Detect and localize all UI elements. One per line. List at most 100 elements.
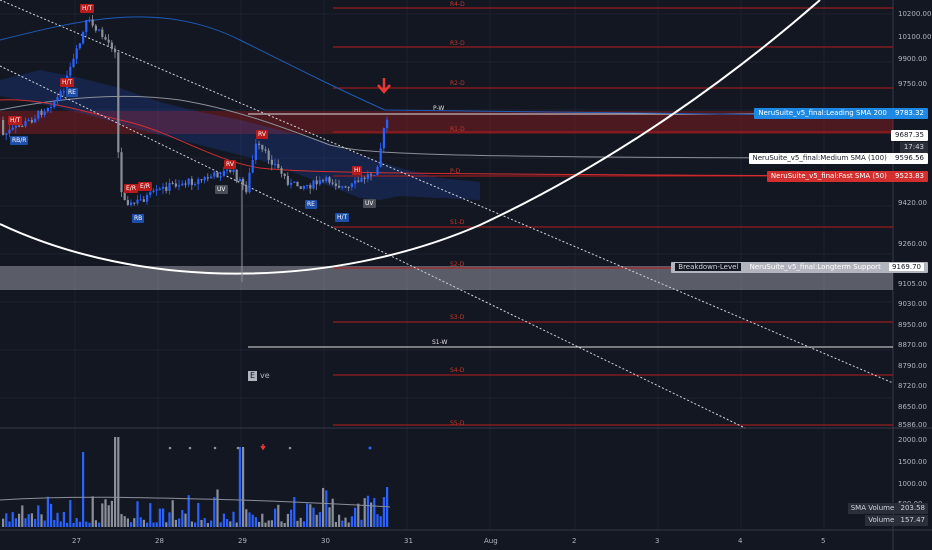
marker-rv[interactable]: RV (224, 160, 236, 169)
volume-bar[interactable] (274, 508, 277, 527)
candle-body[interactable] (56, 97, 59, 102)
candle-body[interactable] (94, 25, 97, 31)
candle-body[interactable] (146, 195, 149, 202)
candle-body[interactable] (344, 186, 347, 188)
candle-body[interactable] (120, 152, 123, 193)
volume-bar[interactable] (27, 514, 30, 527)
candle-body[interactable] (174, 183, 177, 187)
candle-body[interactable] (98, 29, 101, 31)
candle-body[interactable] (184, 183, 187, 185)
volume-bar[interactable] (91, 496, 94, 527)
volume-bar[interactable] (187, 495, 190, 527)
candle-body[interactable] (299, 186, 302, 189)
volume-bar[interactable] (72, 522, 75, 527)
candle-body[interactable] (280, 168, 283, 174)
candle-body[interactable] (136, 199, 139, 204)
volume-bar[interactable] (117, 437, 120, 527)
candle-body[interactable] (213, 172, 216, 177)
candle-body[interactable] (366, 174, 369, 179)
candle-body[interactable] (78, 43, 81, 49)
candle-body[interactable] (286, 176, 289, 185)
volume-bar[interactable] (379, 516, 382, 527)
volume-bar[interactable] (107, 505, 110, 527)
volume-bar[interactable] (46, 496, 49, 527)
volume-bar[interactable] (318, 512, 321, 527)
candle-body[interactable] (229, 169, 232, 172)
candle-body[interactable] (133, 202, 136, 204)
volume-bar[interactable] (168, 512, 171, 527)
volume-bar[interactable] (78, 521, 81, 527)
volume-bar[interactable] (43, 520, 46, 527)
candle-body[interactable] (210, 176, 213, 179)
candle-body[interactable] (331, 182, 334, 184)
candle-body[interactable] (274, 164, 277, 166)
candle-body[interactable] (245, 185, 248, 193)
candle-body[interactable] (194, 184, 197, 186)
candle-body[interactable] (43, 111, 46, 115)
candle-body[interactable] (376, 166, 379, 176)
volume-bar[interactable] (181, 510, 184, 527)
volume-bar[interactable] (357, 503, 360, 527)
candle-body[interactable] (360, 177, 363, 182)
candle-body[interactable] (59, 91, 62, 98)
candle-body[interactable] (24, 120, 27, 127)
volume-bar[interactable] (146, 522, 149, 527)
candle-body[interactable] (293, 181, 296, 183)
candle-body[interactable] (21, 125, 24, 127)
volume-bar[interactable] (363, 498, 366, 527)
candle-body[interactable] (158, 188, 161, 190)
volume-bar[interactable] (69, 500, 72, 527)
candle-body[interactable] (248, 172, 251, 193)
leading-sma-label[interactable]: NeruSuite_v5_final:Leading SMA 200 9783.… (754, 108, 928, 119)
candle-body[interactable] (277, 164, 280, 169)
candle-body[interactable] (69, 66, 72, 76)
candle-body[interactable] (386, 119, 389, 129)
volume-bar[interactable] (251, 514, 254, 527)
marker-er[interactable]: E/R (124, 184, 138, 193)
volume-bar[interactable] (200, 519, 203, 527)
candle-body[interactable] (130, 202, 133, 205)
volume-bar[interactable] (267, 520, 270, 527)
volume-bar[interactable] (370, 502, 373, 527)
marker-rv[interactable]: RV (256, 130, 268, 139)
volume-bar[interactable] (293, 497, 296, 527)
candle-body[interactable] (8, 129, 11, 134)
volume-bar[interactable] (120, 514, 123, 527)
volume-bar[interactable] (162, 508, 165, 527)
volume-bar[interactable] (62, 511, 65, 527)
candle-body[interactable] (85, 19, 88, 33)
candle-body[interactable] (325, 177, 328, 182)
volume-bar[interactable] (197, 502, 200, 527)
volume-bar[interactable] (8, 521, 11, 527)
candle-body[interactable] (238, 178, 241, 182)
volume-bar[interactable] (59, 521, 62, 527)
candle-body[interactable] (165, 186, 168, 191)
volume-bar[interactable] (376, 514, 379, 527)
candle-body[interactable] (139, 199, 142, 201)
candle-body[interactable] (347, 186, 350, 188)
candle-body[interactable] (322, 180, 325, 182)
marker-hi[interactable]: HI (352, 166, 363, 175)
volume-bar[interactable] (286, 513, 289, 527)
candle-body[interactable] (178, 185, 181, 187)
candle-body[interactable] (318, 180, 321, 185)
candle-body[interactable] (11, 127, 14, 130)
volume-bar[interactable] (101, 503, 104, 527)
candle-body[interactable] (155, 189, 158, 191)
volume-bar[interactable] (280, 521, 283, 527)
candle-body[interactable] (53, 101, 56, 108)
medium-sma-label[interactable]: NeruSuite_v5_final:Medium SMA (100) 9596… (748, 153, 928, 164)
candle-body[interactable] (142, 199, 145, 202)
longterm-support-label[interactable]: Breakdown-Level NeruSuite_v5_final:Longt… (671, 262, 928, 273)
upper-trendline[interactable] (0, 0, 894, 384)
volume-bar[interactable] (126, 518, 129, 527)
marker-re[interactable]: RE (305, 200, 317, 209)
candle-body[interactable] (82, 32, 85, 44)
volume-bar[interactable] (229, 521, 232, 527)
volume-bar[interactable] (53, 519, 56, 527)
volume-bar[interactable] (309, 504, 312, 527)
volume-bar[interactable] (270, 520, 273, 527)
volume-bar[interactable] (325, 490, 328, 527)
